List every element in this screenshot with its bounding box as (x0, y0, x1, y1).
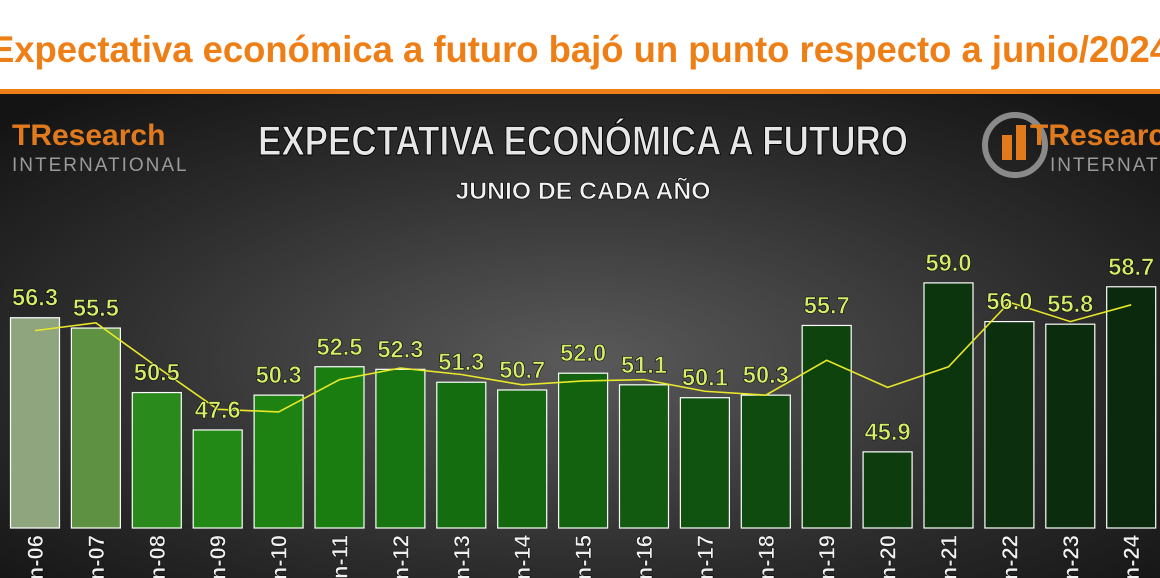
bar (131, 391, 182, 529)
data-label: 55.7 (804, 292, 850, 319)
data-label: 50.3 (256, 362, 302, 389)
x-tick-label: jun-22 (997, 535, 1022, 578)
headline: Expectativa económica a futuro bajó un p… (0, 29, 1160, 70)
x-tick-label: jun-24 (1119, 534, 1144, 578)
data-label: 52.5 (317, 334, 363, 361)
x-tick-label: jun-07 (84, 535, 109, 578)
x-tick-label: jun-12 (388, 535, 413, 578)
data-label: 50.5 (134, 360, 180, 387)
bar (497, 389, 548, 529)
bar (679, 397, 731, 529)
x-tick-label: jun-17 (693, 535, 718, 578)
data-label: 56.0 (986, 289, 1032, 316)
logo-brand: TResearch (1030, 119, 1160, 152)
data-label: 51.1 (621, 352, 667, 379)
data-label: 52.3 (377, 336, 423, 363)
data-label: 45.9 (865, 419, 911, 446)
logo-tagline: INTERNATIONAL (1050, 155, 1160, 176)
bar (923, 282, 974, 529)
data-label: 55.5 (73, 295, 119, 322)
data-label: 55.8 (1047, 291, 1093, 318)
data-label: 56.3 (12, 285, 58, 312)
x-tick-label: jun-23 (1058, 535, 1083, 578)
data-label: 51.3 (438, 349, 484, 376)
logo-ring (982, 112, 1048, 178)
bar (70, 327, 122, 529)
logo-bar (1002, 135, 1012, 160)
data-label: 50.7 (499, 357, 545, 384)
x-tick-label: jun-10 (267, 535, 292, 578)
x-tick-label: jun-16 (632, 535, 657, 578)
bar (740, 394, 791, 529)
chart-subtitle: JUNIO DE CADA AÑO (456, 177, 711, 205)
bar (9, 317, 61, 529)
logo: TResearch INTERNATIONAL (12, 119, 189, 176)
bar (984, 321, 1035, 529)
x-tick-label: jun-15 (571, 535, 596, 578)
logo-tagline: INTERNATIONAL (12, 155, 189, 176)
bar (375, 368, 426, 529)
data-label: 50.3 (743, 362, 789, 389)
data-label: 59.0 (926, 250, 972, 277)
bar (192, 429, 243, 529)
header-rule (0, 89, 1160, 94)
x-tick-label: jun-18 (754, 535, 779, 578)
x-tick-label: jun-09 (206, 535, 231, 578)
bar (436, 381, 487, 529)
header-bg (0, 0, 1160, 90)
x-tick-label: jun-14 (510, 534, 535, 578)
x-tick-label: jun-08 (145, 535, 170, 578)
data-label: 52.0 (560, 340, 606, 367)
bar (801, 324, 852, 529)
trend-line (34, 301, 1132, 413)
x-tick-label: jun-19 (815, 535, 840, 578)
x-tick-label: jun-06 (23, 535, 48, 578)
x-tick-label: jun-20 (876, 535, 901, 578)
data-label: 50.1 (682, 365, 728, 392)
bar (862, 451, 913, 529)
bar (618, 384, 670, 529)
x-tick-label: jun-11 (328, 535, 353, 578)
bar (557, 372, 609, 529)
logo-brand: TResearch (12, 119, 165, 152)
logo-bar (1016, 125, 1026, 160)
data-label: 58.7 (1108, 254, 1154, 281)
data-label: 47.6 (195, 397, 241, 424)
chart-title: EXPECTATIVA ECONÓMICA A FUTURO (258, 116, 908, 164)
x-tick-label: jun-21 (937, 535, 962, 578)
bar (253, 394, 304, 529)
bar (314, 366, 365, 529)
logo: TResearch INTERNATIONAL (982, 112, 1160, 178)
bar (1106, 286, 1157, 529)
x-tick-label: jun-13 (449, 535, 474, 578)
bar (1045, 323, 1096, 529)
